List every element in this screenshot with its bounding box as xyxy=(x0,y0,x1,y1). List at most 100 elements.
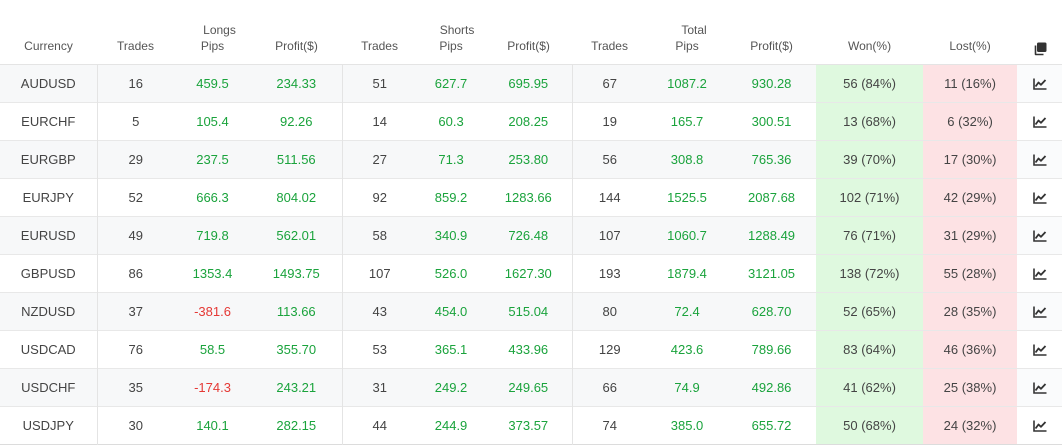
cell-shorts-trades: 31 xyxy=(341,368,418,407)
table-row: EURGBP 29 237.5 511.56 27 71.3 253.80 56 308.8 76… xyxy=(0,140,1062,179)
cell-lost: 25 (38%) xyxy=(923,368,1018,407)
cell-lost: 42 (29%) xyxy=(923,178,1018,217)
cell-longs-trades: 49 xyxy=(96,216,174,255)
header-group-total: Total xyxy=(681,23,707,37)
cell-longs-profit: 562.01 xyxy=(276,228,317,243)
chart-line-icon[interactable] xyxy=(1030,188,1050,208)
col-header-longs-trades[interactable]: Trades xyxy=(117,39,154,53)
cell-chart xyxy=(1017,64,1062,103)
cell-total-trades: 107 xyxy=(571,216,648,255)
cell-longs-trades: 76 xyxy=(96,330,174,369)
cell-total-profit: 2087.68 xyxy=(748,190,796,205)
cell-total-profit: 765.36 xyxy=(751,152,792,167)
copy-icon[interactable] xyxy=(1030,39,1050,59)
col-header-shorts-trades[interactable]: Trades xyxy=(361,39,398,53)
cell-longs-pips: 140.1 xyxy=(196,418,229,433)
chart-line-icon[interactable] xyxy=(1030,416,1050,436)
cell-longs-profit: 234.33 xyxy=(276,76,317,91)
col-header-won[interactable]: Won(%) xyxy=(847,39,892,53)
cell-total-trades: 74 xyxy=(571,406,648,445)
table-row: GBPUSD 86 1353.4 1493.75 107 526.0 1627.30 193 1… xyxy=(0,254,1062,293)
table-body: AUDUSD 16 459.5 234.33 51 627.7 695.95 67 1087.2… xyxy=(0,64,1062,445)
cell-longs-pips: -381.6 xyxy=(194,304,231,319)
cell-total-pips: 1525.5 xyxy=(667,190,707,205)
chart-line-icon[interactable] xyxy=(1030,340,1050,360)
cell-shorts-trades: 51 xyxy=(341,64,418,103)
cell-total-pips: 1087.2 xyxy=(667,76,707,91)
cell-chart xyxy=(1017,368,1062,407)
cell-chart xyxy=(1017,406,1062,445)
table-row: USDJPY 30 140.1 282.15 44 244.9 373.57 74 385.0 6… xyxy=(0,406,1062,445)
chart-line-icon[interactable] xyxy=(1030,112,1050,132)
cell-shorts-pips: 71.3 xyxy=(438,152,464,167)
col-header-shorts-profit[interactable]: Profit($) xyxy=(507,39,550,53)
cell-won: 138 (72%) xyxy=(816,254,924,293)
cell-lost: 28 (35%) xyxy=(923,292,1018,331)
chart-line-icon[interactable] xyxy=(1030,74,1050,94)
cell-longs-trades: 29 xyxy=(96,140,174,179)
col-header-total-profit[interactable]: Profit($) xyxy=(750,39,793,53)
col-header-total-trades[interactable]: Trades xyxy=(591,39,628,53)
cell-currency: EURGBP xyxy=(20,152,76,167)
col-header-lost[interactable]: Lost(%) xyxy=(949,39,991,53)
cell-total-profit: 655.72 xyxy=(751,418,792,433)
cell-total-trades: 19 xyxy=(571,102,648,141)
chart-line-icon[interactable] xyxy=(1030,226,1050,246)
cell-currency: USDCHF xyxy=(21,380,76,395)
col-header-longs-profit[interactable]: Profit($) xyxy=(275,39,318,53)
cell-total-trades: 193 xyxy=(571,254,648,293)
cell-longs-pips: 1353.4 xyxy=(192,266,233,281)
cell-won: 56 (84%) xyxy=(816,64,924,103)
cell-shorts-trades: 14 xyxy=(341,102,418,141)
cell-won: 39 (70%) xyxy=(816,140,924,179)
cell-shorts-pips: 340.9 xyxy=(434,228,468,243)
table-row: USDCAD 76 58.5 355.70 53 365.1 433.96 129 423.6 7… xyxy=(0,330,1062,369)
cell-currency: AUDUSD xyxy=(20,76,76,91)
cell-currency: EURUSD xyxy=(20,228,76,243)
col-header-total-pips[interactable]: Pips xyxy=(675,39,699,53)
cell-shorts-profit: 208.25 xyxy=(508,114,549,129)
cell-won: 13 (68%) xyxy=(816,102,924,141)
cell-total-pips: 1879.4 xyxy=(667,266,707,281)
cell-shorts-trades: 92 xyxy=(341,178,418,217)
header-group-row: Longs Shorts Total xyxy=(0,0,1062,38)
cell-total-pips: 165.7 xyxy=(670,114,704,129)
cell-total-profit: 930.28 xyxy=(751,76,792,91)
cell-lost: 17 (30%) xyxy=(923,140,1018,179)
col-header-longs-pips[interactable]: Pips xyxy=(200,39,225,53)
cell-won: 102 (71%) xyxy=(816,178,924,217)
chart-line-icon[interactable] xyxy=(1030,150,1050,170)
cell-longs-profit: 282.15 xyxy=(276,418,317,433)
cell-shorts-pips: 244.9 xyxy=(434,418,468,433)
chart-line-icon[interactable] xyxy=(1030,378,1050,398)
cell-shorts-trades: 107 xyxy=(341,254,418,293)
cell-chart xyxy=(1017,216,1062,255)
chart-line-icon[interactable] xyxy=(1030,264,1050,284)
table-row: EURCHF 5 105.4 92.26 14 60.3 208.25 19 165.7 300.… xyxy=(0,102,1062,141)
cell-longs-pips: -174.3 xyxy=(194,380,231,395)
cell-shorts-profit: 253.80 xyxy=(508,152,549,167)
cell-won: 41 (62%) xyxy=(816,368,924,407)
cell-shorts-trades: 58 xyxy=(341,216,418,255)
cell-won: 50 (68%) xyxy=(816,406,924,445)
header-group-empty-right xyxy=(816,0,1062,38)
col-header-shorts-pips[interactable]: Pips xyxy=(439,39,463,53)
chart-line-icon[interactable] xyxy=(1030,302,1050,322)
cell-currency: EURJPY xyxy=(22,190,74,205)
cell-lost: 24 (32%) xyxy=(923,406,1018,445)
cell-currency: USDJPY xyxy=(22,418,74,433)
cell-shorts-pips: 454.0 xyxy=(434,304,468,319)
cell-shorts-profit: 249.65 xyxy=(508,380,549,395)
cell-longs-pips: 666.3 xyxy=(196,190,229,205)
cell-total-pips: 385.0 xyxy=(670,418,704,433)
cell-total-profit: 300.51 xyxy=(751,114,792,129)
cell-chart xyxy=(1017,254,1062,293)
col-header-currency[interactable]: Currency xyxy=(24,39,73,53)
cell-total-trades: 56 xyxy=(571,140,648,179)
cell-longs-trades: 35 xyxy=(96,368,174,407)
cell-lost: 46 (36%) xyxy=(923,330,1018,369)
cell-chart xyxy=(1017,102,1062,141)
cell-longs-pips: 105.4 xyxy=(196,114,229,129)
cell-total-pips: 72.4 xyxy=(674,304,700,319)
cell-won: 52 (65%) xyxy=(816,292,924,331)
